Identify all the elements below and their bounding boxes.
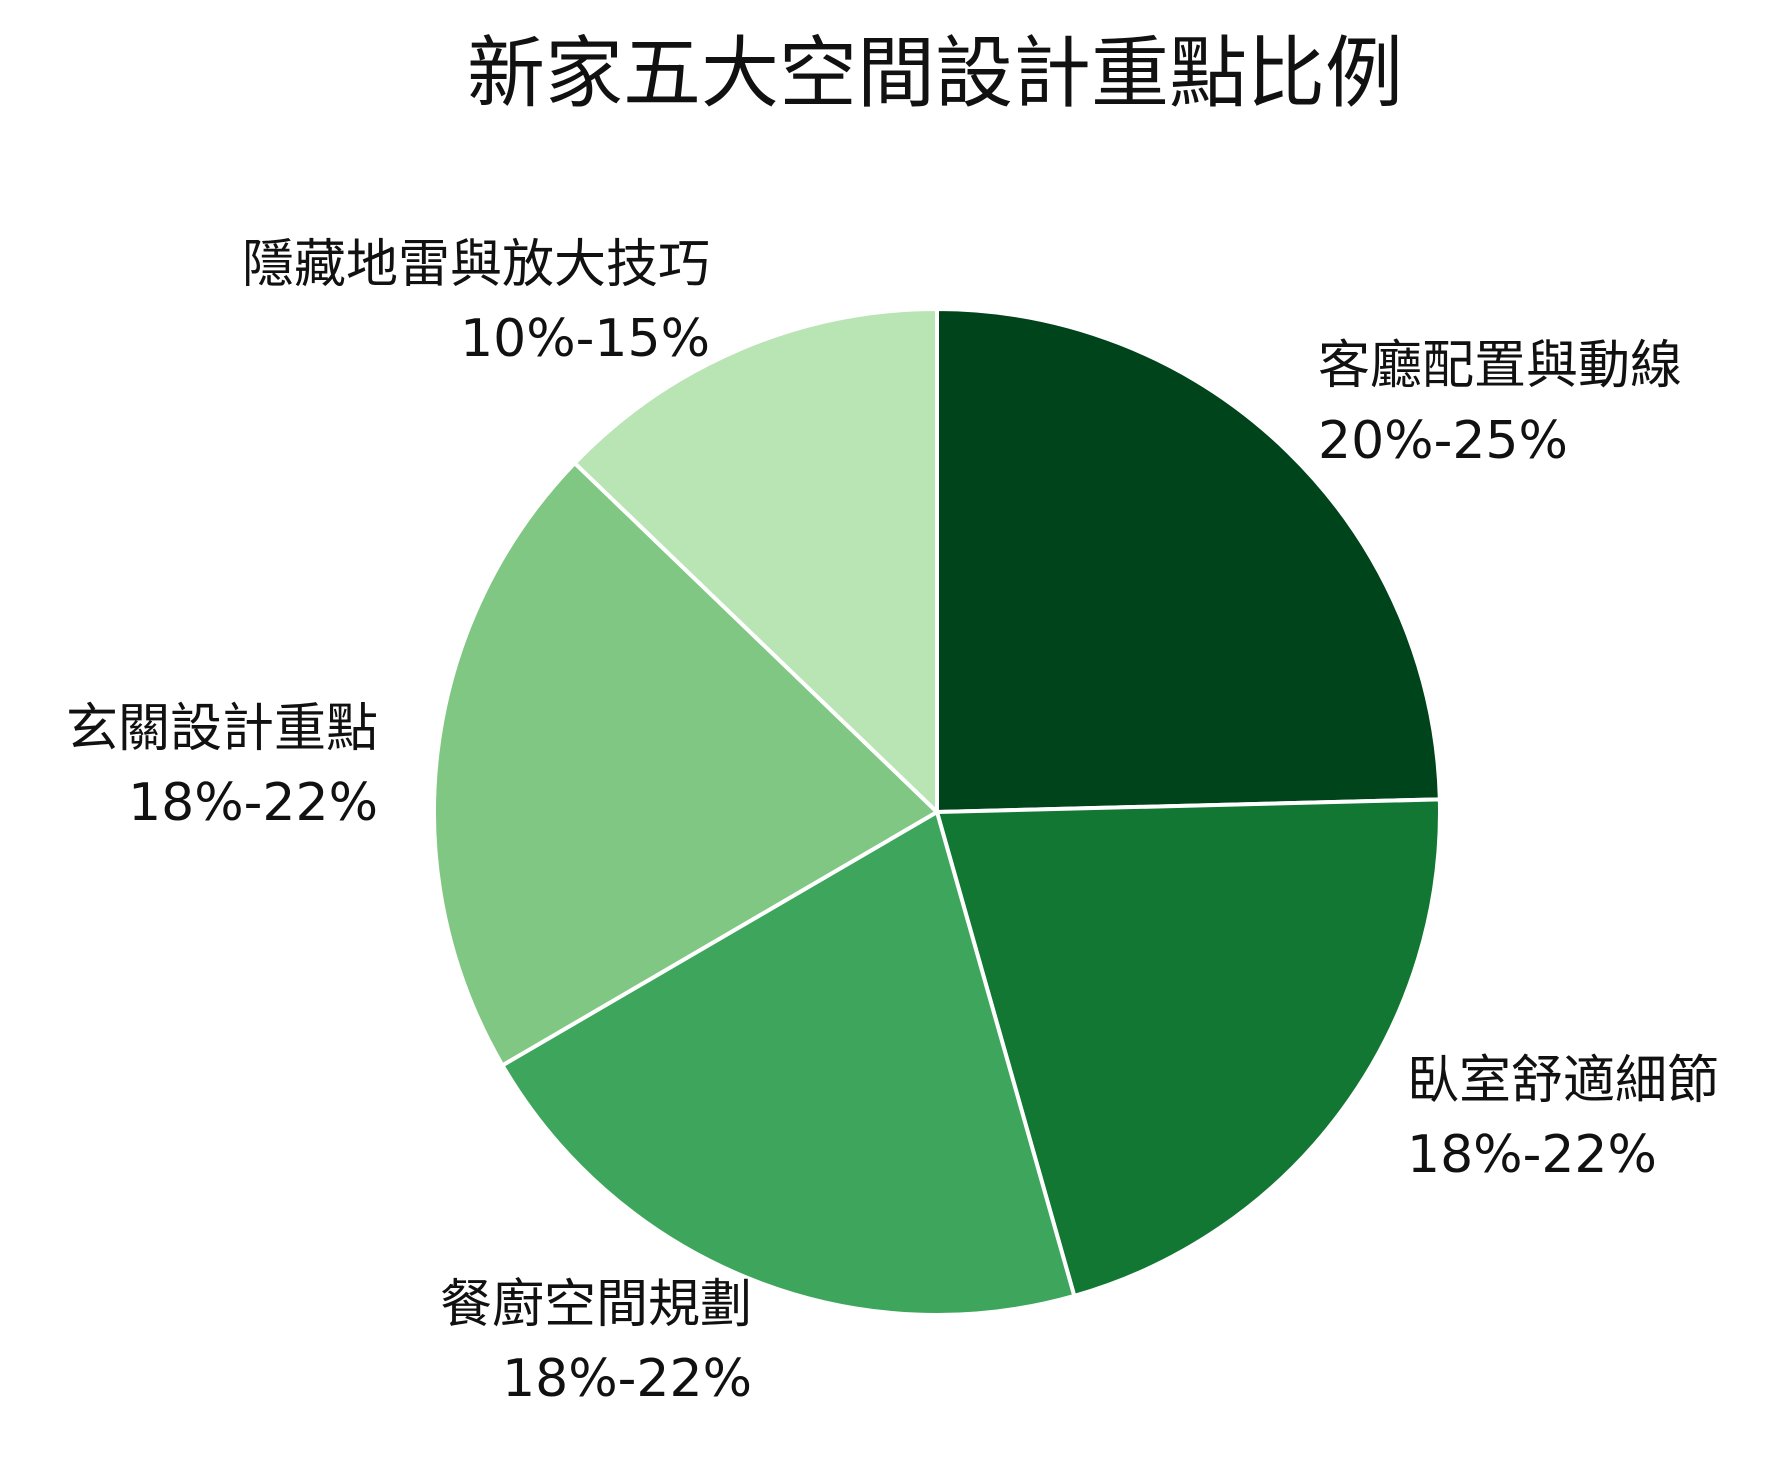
slice-label-value-5: 10%-15% xyxy=(460,309,710,369)
slice-label-value-1: 20%-25% xyxy=(1318,411,1568,471)
slice-label-value-2: 18%-22% xyxy=(1407,1125,1657,1185)
slice-label-value-3: 18%-22% xyxy=(502,1349,752,1409)
pie-slice-1 xyxy=(935,307,1442,814)
chart-title: 新家五大空間設計重點比例 xyxy=(467,29,1403,119)
slice-label-name-1: 客廳配置與動線 xyxy=(1318,336,1682,396)
pie-slice-2 xyxy=(935,797,1442,1298)
slice-label-name-3: 餐廚空間規劃 xyxy=(440,1275,752,1335)
slice-label-name-2: 臥室舒適細節 xyxy=(1407,1051,1719,1111)
pie-slice-3 xyxy=(500,810,1077,1317)
slice-label-value-4: 18%-22% xyxy=(128,773,378,833)
pie-slices xyxy=(432,307,1442,1317)
pie-slice-5 xyxy=(572,307,939,814)
slice-label-name-4: 玄關設計重點 xyxy=(66,699,378,759)
pie-labels: 客廳配置與動線 20%-25% 臥室舒適細節 18%-22% 餐廚空間規劃 18%-22%… xyxy=(66,235,1719,1409)
pie-slice-4 xyxy=(432,461,939,1068)
slice-label-name-5: 隱藏地雷與放大技巧 xyxy=(242,235,710,295)
